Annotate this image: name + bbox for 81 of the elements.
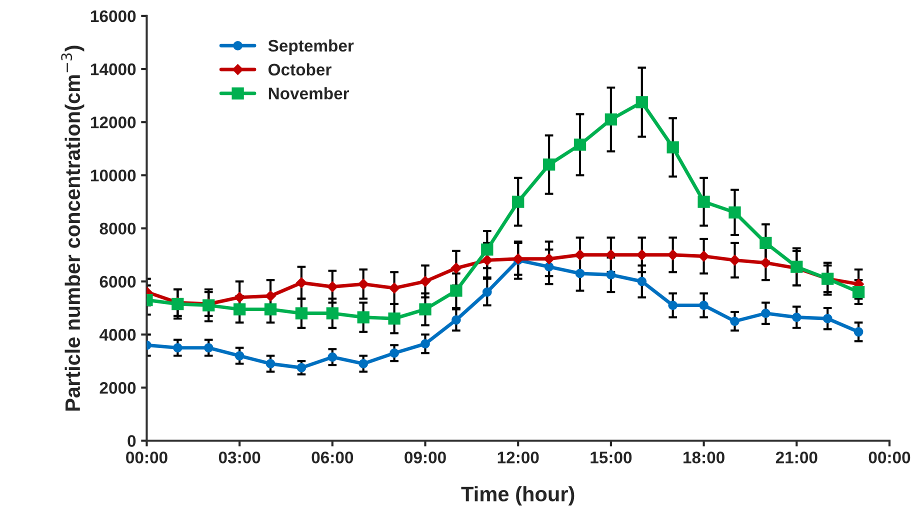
point xyxy=(295,307,308,320)
point xyxy=(728,206,741,218)
legend-label: October xyxy=(268,63,332,76)
point xyxy=(450,284,462,297)
point xyxy=(636,249,648,260)
point xyxy=(698,250,710,262)
x-tick-label: 00:00 xyxy=(126,452,168,464)
x-tick-label: 18:00 xyxy=(684,452,724,464)
y-tick-label: 2000 xyxy=(100,382,136,394)
point xyxy=(822,314,832,324)
point xyxy=(296,277,307,288)
point xyxy=(760,236,772,250)
point xyxy=(296,363,306,372)
point xyxy=(637,276,647,286)
x-tick-label: 12:00 xyxy=(498,452,539,464)
y-tick-label: 10000 xyxy=(91,170,136,182)
point xyxy=(544,262,554,272)
point xyxy=(852,286,865,298)
point xyxy=(542,158,556,171)
point xyxy=(328,352,338,362)
point xyxy=(172,343,182,352)
point xyxy=(326,281,338,292)
point xyxy=(265,290,276,302)
point xyxy=(420,339,430,349)
point xyxy=(854,327,864,337)
y-tick-label: 12000 xyxy=(91,116,136,128)
point xyxy=(574,249,586,260)
point xyxy=(667,249,678,260)
point xyxy=(761,308,770,318)
y-tick-label: 8000 xyxy=(100,222,136,235)
point xyxy=(481,243,494,256)
point xyxy=(420,276,431,287)
point xyxy=(450,262,462,274)
point xyxy=(604,113,618,126)
point xyxy=(452,315,461,325)
y-tick-label: 14000 xyxy=(91,63,136,76)
x-tick-label: 06:00 xyxy=(312,452,354,464)
point xyxy=(729,254,740,266)
point xyxy=(666,141,679,154)
point xyxy=(668,300,678,310)
point xyxy=(699,300,708,310)
x-tick-label: 03:00 xyxy=(218,452,260,464)
point xyxy=(482,287,492,297)
y-tick-label: 4000 xyxy=(99,328,136,341)
legend-label: November xyxy=(268,87,350,100)
y-tick-label: 16000 xyxy=(91,10,136,22)
legend-label: September xyxy=(268,39,354,55)
point xyxy=(419,303,432,316)
point xyxy=(388,312,400,325)
x-tick-label: 21:00 xyxy=(776,452,818,464)
point xyxy=(266,359,276,368)
point xyxy=(512,196,524,208)
point xyxy=(204,343,214,352)
point xyxy=(388,282,400,294)
point xyxy=(390,348,399,358)
point xyxy=(544,253,554,264)
point xyxy=(792,312,802,322)
point xyxy=(730,316,740,326)
point xyxy=(575,268,585,278)
point xyxy=(264,303,277,316)
x-axis-title: Time (hour) xyxy=(461,486,574,506)
y-tick-label: 6000 xyxy=(100,276,136,288)
point xyxy=(606,270,616,280)
x-tick-label: 00:00 xyxy=(868,452,910,464)
point xyxy=(234,351,244,360)
point xyxy=(358,278,369,290)
point xyxy=(233,303,246,316)
point xyxy=(482,254,493,266)
y-axis-title: Particle number concentration(cm$^{−3}$) xyxy=(61,46,84,411)
x-tick-label: 09:00 xyxy=(404,452,446,464)
point xyxy=(234,292,245,303)
point xyxy=(574,138,586,151)
point xyxy=(326,307,338,320)
point xyxy=(606,249,616,260)
point xyxy=(760,257,772,268)
y-tick-label: 0 xyxy=(128,435,136,447)
point xyxy=(358,359,368,368)
x-tick-label: 15:00 xyxy=(590,452,632,464)
point xyxy=(698,196,710,208)
point xyxy=(636,96,648,108)
point xyxy=(357,311,370,324)
